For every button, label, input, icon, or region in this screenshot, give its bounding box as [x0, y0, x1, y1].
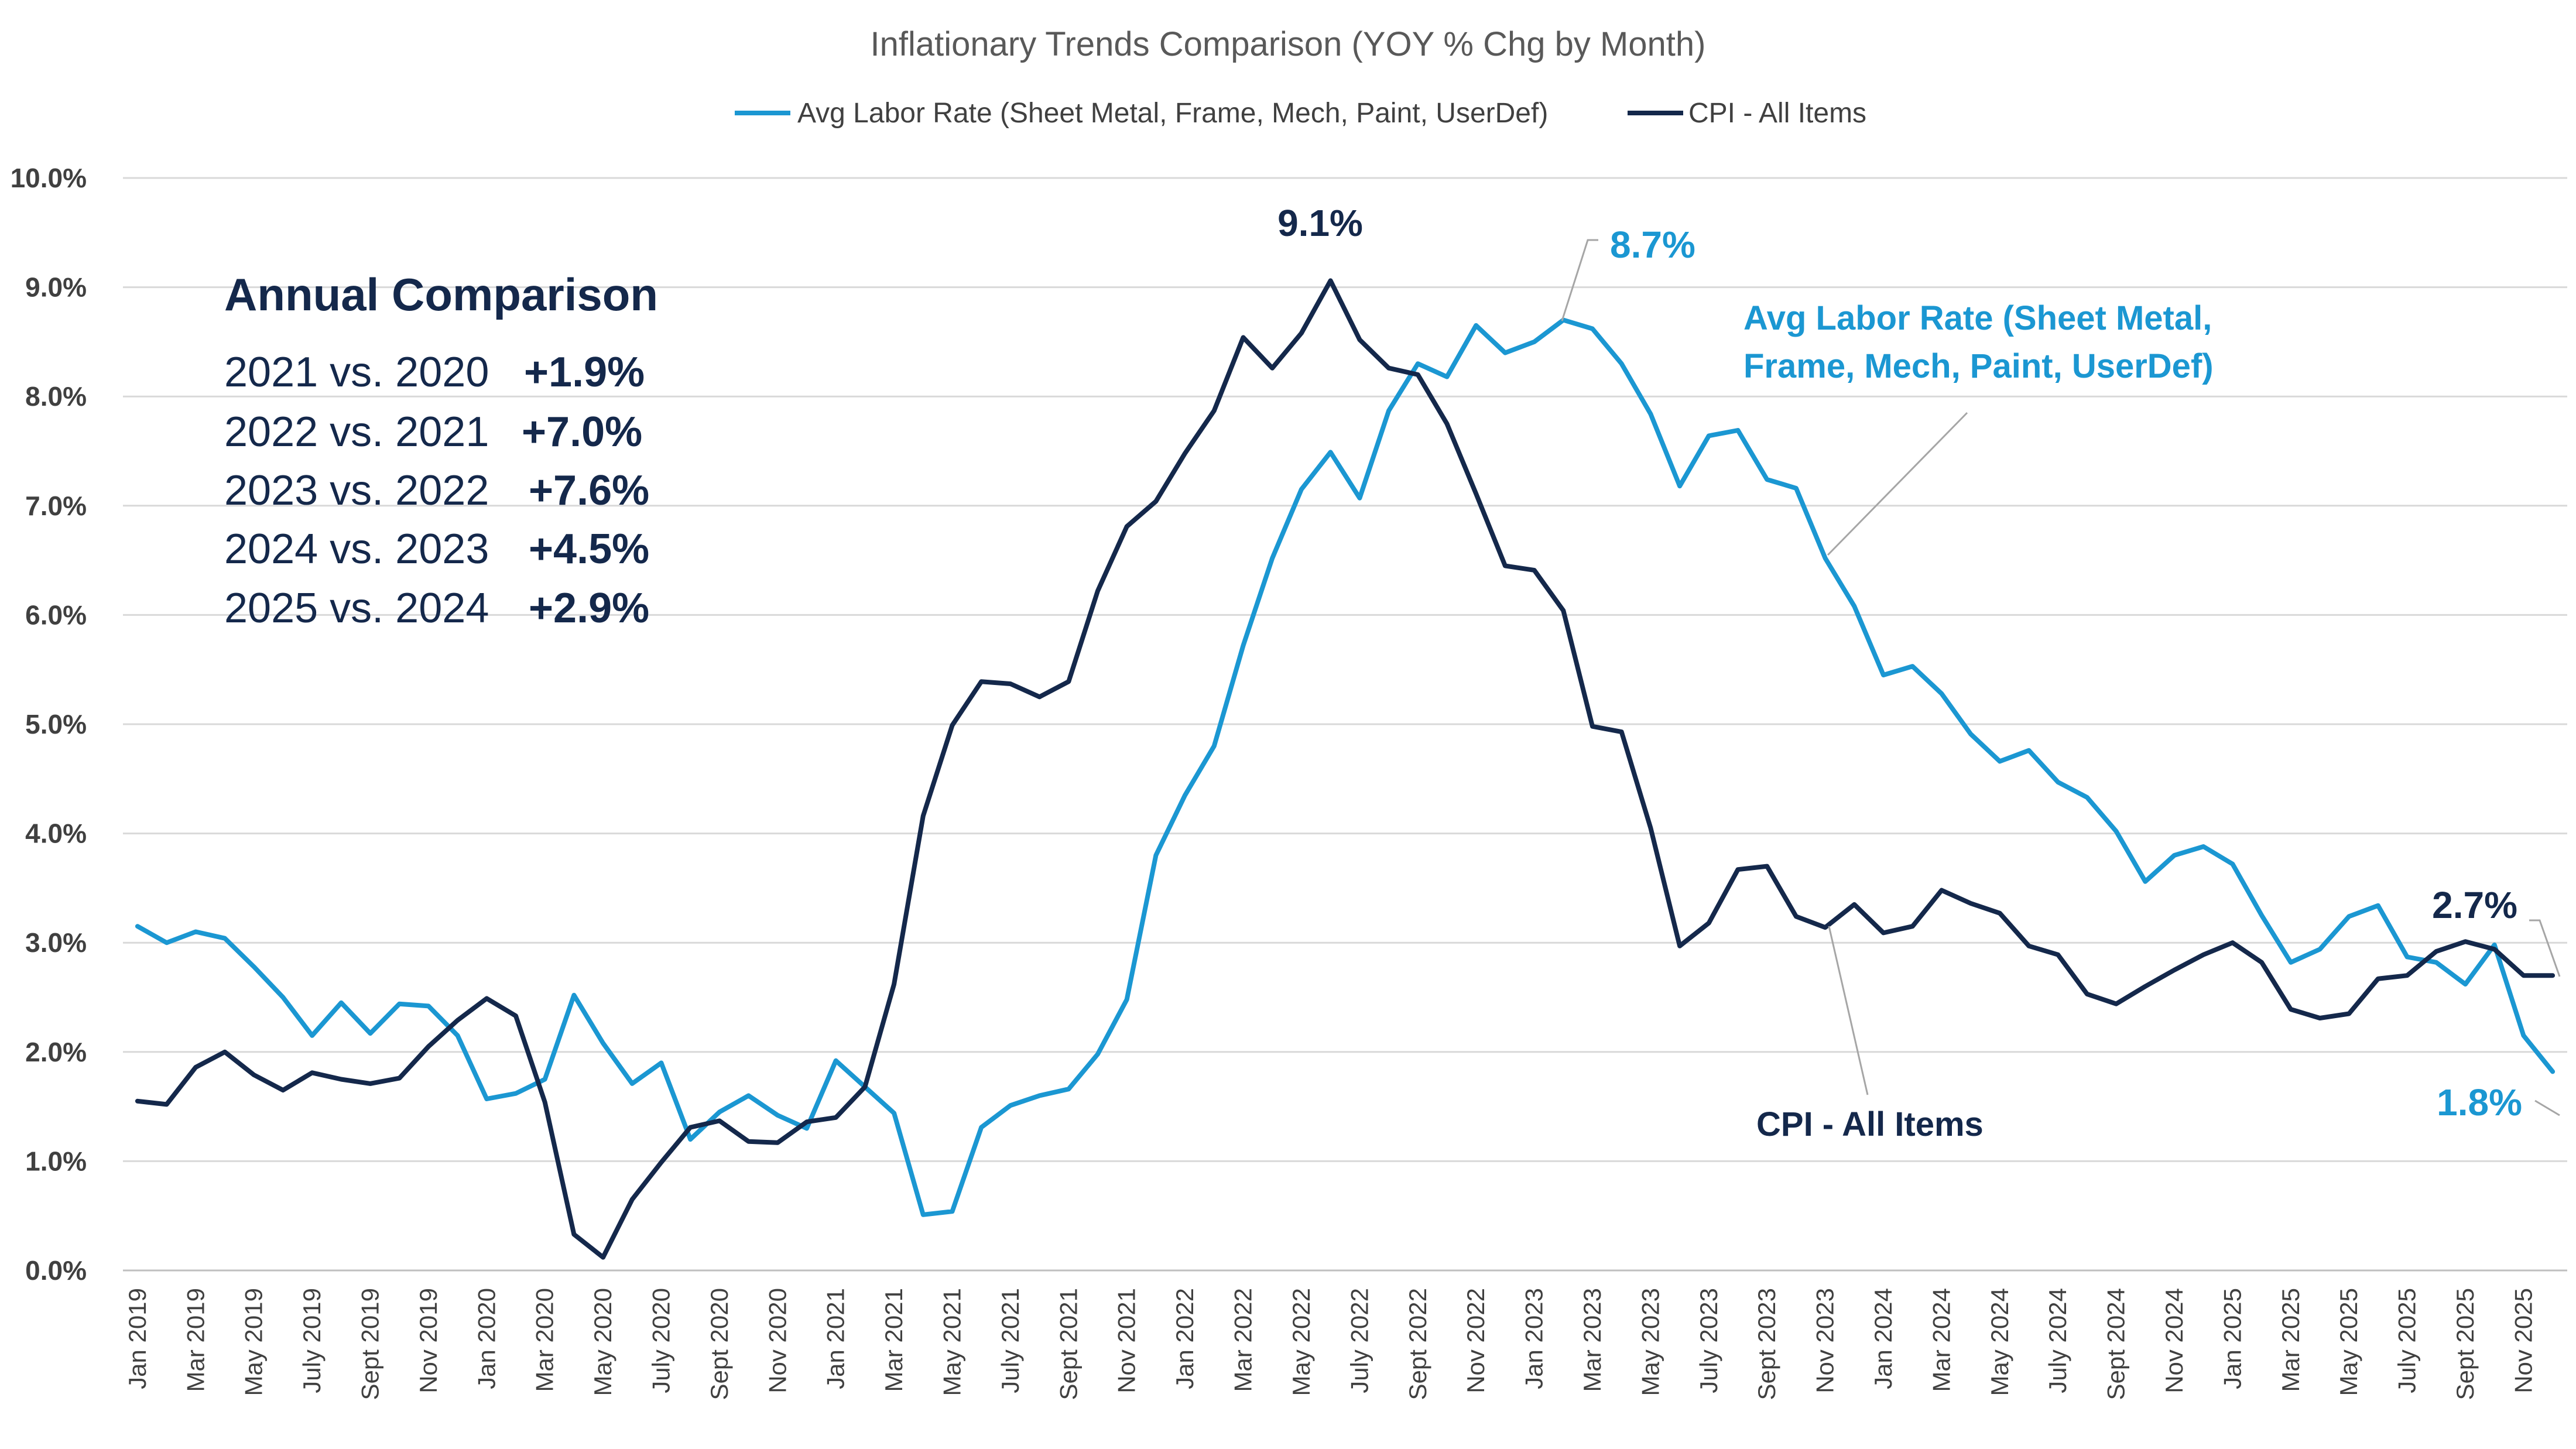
x-tick-label: May 2019 [240, 1288, 268, 1396]
x-tick-label: May 2025 [2335, 1288, 2362, 1396]
annual-row: 2023 vs. 2022 +7.6% [224, 467, 649, 514]
labor-peak-label: 8.7% [1610, 224, 1695, 266]
x-tick-label: Jan 2020 [472, 1288, 500, 1389]
annual-row: 2025 vs. 2024 +2.9% [224, 585, 649, 632]
y-tick-label: 1.0% [25, 1146, 87, 1176]
x-tick-label: Nov 2020 [763, 1288, 791, 1393]
cpi-line [135, 278, 2556, 1260]
annual-row-label: 2022 vs. 2021 [224, 409, 489, 455]
chart-title: Inflationary Trends Comparison (YOY % Ch… [870, 25, 1705, 63]
x-tick-label: May 2022 [1287, 1288, 1315, 1396]
y-tick-label: 6.0% [25, 600, 87, 630]
x-tick-label: Nov 2019 [415, 1288, 442, 1393]
x-tick-label: Jan 2021 [822, 1288, 849, 1389]
cpi-peak-label: 9.1% [1277, 202, 1363, 244]
labor-callout-leader [1827, 412, 1968, 556]
annual-row-label: 2024 vs. 2023 [224, 526, 489, 573]
cpi-callout: CPI - All Items [1756, 1105, 1984, 1143]
x-tick-label: Sept 2024 [2102, 1288, 2130, 1400]
x-tick-label: Nov 2025 [2509, 1288, 2537, 1393]
x-tick-label: Jan 2025 [2218, 1288, 2246, 1389]
x-tick-label: July 2024 [2044, 1288, 2071, 1393]
x-tick-label: Nov 2021 [1113, 1288, 1140, 1393]
y-tick-label: 9.0% [25, 272, 87, 303]
x-tick-label: July 2022 [1345, 1288, 1373, 1393]
x-tick-label: Mar 2020 [531, 1288, 559, 1392]
annual-row-value: +7.0% [522, 409, 642, 455]
annual-row-value: +1.9% [524, 349, 645, 396]
annual-row-value: +4.5% [529, 526, 649, 573]
x-tick-label: Mar 2021 [880, 1288, 907, 1392]
annual-row-label: 2023 vs. 2022 [224, 467, 489, 514]
y-tick-label: 10.0% [11, 163, 87, 193]
annual-row-label: 2025 vs. 2024 [224, 585, 489, 632]
x-tick-label: Mar 2025 [2277, 1288, 2304, 1392]
y-tick-label: 2.0% [25, 1037, 87, 1067]
labor-callout: Avg Labor Rate (Sheet Metal, [1743, 299, 2212, 337]
x-tick-label: May 2021 [938, 1288, 966, 1396]
x-tick-label: Jan 2024 [1869, 1288, 1897, 1389]
y-tick-label: 0.0% [25, 1255, 87, 1286]
x-tick-label: July 2020 [647, 1288, 674, 1393]
labor-last-label: 1.8% [2437, 1081, 2522, 1123]
legend-label-cpi: CPI - All Items [1688, 98, 1866, 129]
x-tick-label: July 2021 [996, 1288, 1024, 1393]
y-tick-label: 7.0% [25, 491, 87, 521]
x-tick-label: Sept 2025 [2451, 1288, 2479, 1400]
legend: Avg Labor Rate (Sheet Metal, Frame, Mech… [735, 98, 1866, 129]
annual-row-value: +2.9% [529, 585, 649, 632]
x-tick-label: Jan 2022 [1171, 1288, 1198, 1389]
x-tick-label: Nov 2023 [1811, 1288, 1839, 1393]
annual-row: 2024 vs. 2023 +4.5% [224, 526, 649, 573]
cpi-last-label: 2.7% [2432, 884, 2517, 926]
annual-comparison: Annual Comparison 2021 vs. 2020 +1.9% 20… [224, 269, 658, 632]
x-tick-label: May 2024 [1986, 1288, 2013, 1396]
x-tick-label: Sept 2021 [1054, 1288, 1082, 1400]
y-tick-label: 5.0% [25, 709, 87, 739]
x-tick-label: Mar 2023 [1578, 1288, 1606, 1392]
labor-peak-leader [1561, 239, 1598, 321]
x-tick-label: Mar 2022 [1229, 1288, 1257, 1392]
annual-row-label: 2021 vs. 2020 [224, 349, 489, 396]
cpi-last-leader [2529, 919, 2561, 977]
y-tick-label: 8.0% [25, 381, 87, 412]
x-tick-label: July 2019 [298, 1288, 326, 1393]
x-tick-label: Nov 2024 [2160, 1288, 2188, 1393]
y-tick-label: 3.0% [25, 927, 87, 958]
x-tick-label: Sept 2019 [356, 1288, 383, 1400]
x-tick-label: Mar 2019 [181, 1288, 209, 1392]
labor-last-leader [2534, 1099, 2560, 1116]
cpi-callout-leader [1828, 926, 1869, 1095]
y-axis-ticks: 0.0% 1.0% 2.0% 3.0% 4.0% 5.0% 6.0% 7.0% 8.0% 9.0%… [11, 163, 87, 1286]
x-tick-label: Jan 2019 [124, 1288, 151, 1389]
annual-row: 2022 vs. 2021 +7.0% [224, 409, 642, 455]
x-tick-label: May 2023 [1636, 1288, 1664, 1396]
y-tick-label: 4.0% [25, 818, 87, 849]
x-tick-label: Sept 2022 [1404, 1288, 1431, 1400]
x-tick-label: Sept 2023 [1753, 1288, 1780, 1400]
x-tick-label: May 2020 [589, 1288, 616, 1396]
x-tick-label: Nov 2022 [1462, 1288, 1489, 1393]
x-tick-label: Mar 2024 [1927, 1288, 1955, 1392]
x-axis-ticks: Jan 2019 Mar 2019 May 2019 July 2019 Sept 20… [124, 1288, 2537, 1400]
x-tick-label: Sept 2020 [705, 1288, 733, 1400]
annual-row: 2021 vs. 2020 +1.9% [224, 349, 645, 396]
legend-label-labor: Avg Labor Rate (Sheet Metal, Frame, Mech… [797, 98, 1548, 129]
labor-callout: Frame, Mech, Paint, UserDef) [1743, 347, 2214, 385]
x-tick-label: July 2025 [2393, 1288, 2421, 1393]
gridlines [123, 177, 2567, 1272]
annual-comparison-title: Annual Comparison [224, 269, 658, 320]
x-tick-label: Jan 2023 [1520, 1288, 1548, 1389]
series-lines [135, 278, 2556, 1260]
x-tick-label: July 2023 [1695, 1288, 1722, 1393]
annual-row-value: +7.6% [529, 467, 649, 514]
